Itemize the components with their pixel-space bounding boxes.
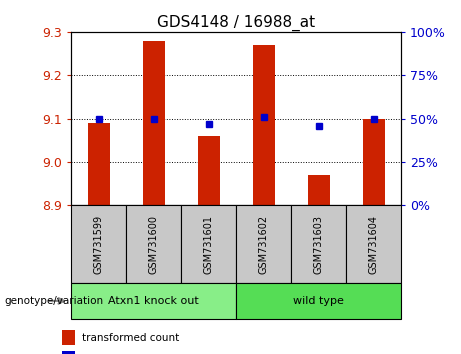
Text: GSM731603: GSM731603 — [313, 215, 324, 274]
Text: Atxn1 knock out: Atxn1 knock out — [108, 296, 199, 306]
Text: GSM731600: GSM731600 — [149, 215, 159, 274]
Bar — [307, 175, 330, 205]
Bar — [126, 205, 181, 283]
Bar — [88, 123, 110, 205]
Bar — [181, 205, 236, 283]
Text: transformed count: transformed count — [82, 332, 179, 343]
Text: GSM731602: GSM731602 — [259, 215, 269, 274]
Text: wild type: wild type — [293, 296, 344, 306]
Bar — [62, 351, 76, 354]
Text: GSM731601: GSM731601 — [204, 215, 214, 274]
Bar — [143, 41, 165, 205]
Bar — [198, 136, 220, 205]
Bar — [236, 283, 401, 319]
Bar — [236, 205, 291, 283]
Bar — [71, 283, 236, 319]
Bar — [291, 205, 346, 283]
Text: GSM731604: GSM731604 — [369, 215, 378, 274]
Bar — [346, 205, 401, 283]
Bar — [363, 119, 384, 205]
Bar — [253, 45, 275, 205]
Title: GDS4148 / 16988_at: GDS4148 / 16988_at — [157, 14, 315, 30]
Text: GSM731599: GSM731599 — [94, 215, 104, 274]
Text: genotype/variation: genotype/variation — [5, 296, 104, 306]
Bar — [71, 205, 126, 283]
Bar — [62, 330, 76, 345]
